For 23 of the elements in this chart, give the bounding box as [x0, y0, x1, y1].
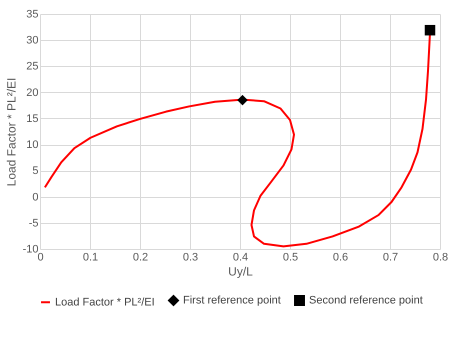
y-axis-title: Load Factor * PL²/EI: [4, 78, 19, 186]
y-tick-label: 20: [26, 86, 38, 99]
y-tick-label: 35: [26, 8, 38, 20]
x-tick-label: 0.5: [282, 252, 298, 264]
legend-label: Second reference point: [309, 294, 423, 307]
y-tick-label: -5: [28, 217, 38, 230]
y-tick-label: 0: [32, 191, 38, 204]
y-tick-label: 25: [26, 60, 38, 73]
x-tick-label: 0.4: [232, 252, 248, 264]
y-tick-label: -10: [22, 244, 38, 256]
x-axis-title: Uy/L: [228, 264, 254, 278]
y-tick-label: 30: [26, 34, 38, 47]
legend-label: Load Factor * PL²/EI: [55, 296, 155, 308]
legend-label: First reference point: [183, 294, 281, 307]
x-tick-label: 0.2: [132, 252, 148, 264]
y-tick-label: 10: [26, 139, 38, 152]
x-tick-label: 0.7: [382, 252, 398, 264]
x-tick-label: 0.6: [332, 252, 348, 264]
y-tick-label: 15: [26, 112, 38, 125]
y-tick-label: 5: [32, 165, 38, 178]
x-tick-label: 0.1: [82, 252, 98, 264]
x-tick-label: 0.8: [432, 252, 448, 264]
x-tick-label: 0.3: [182, 252, 198, 264]
